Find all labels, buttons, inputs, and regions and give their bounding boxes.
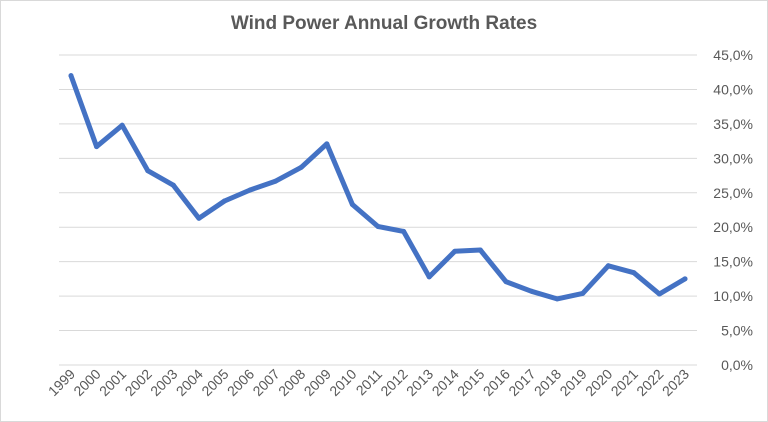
x-tick-label: 2003 (147, 366, 180, 399)
x-tick-label: 2019 (556, 366, 589, 399)
x-tick-label: 2021 (608, 366, 641, 399)
x-tick-label: 2009 (301, 366, 334, 399)
y-axis-ticks: 0,0% 5,0% 10,0% 15,0% 20,0% 25,0% 30,0% 35,0% 40… (713, 47, 753, 373)
x-tick-label: 2007 (249, 366, 282, 399)
y-tick-label: 20,0% (713, 219, 753, 235)
data-point (273, 178, 279, 184)
data-point (426, 274, 432, 280)
data-point (477, 247, 483, 253)
data-point (375, 224, 381, 230)
data-point (631, 270, 637, 276)
data-point (349, 201, 355, 207)
data-point (298, 164, 304, 170)
x-tick-label: 2018 (531, 366, 564, 399)
x-tick-label: 2006 (224, 366, 257, 399)
y-tick-label: 15,0% (713, 254, 753, 270)
data-point (196, 215, 202, 221)
data-point (656, 291, 662, 297)
y-tick-label: 5,0% (721, 323, 753, 339)
data-point (324, 141, 330, 147)
y-tick-label: 30,0% (713, 150, 753, 166)
x-tick-label: 2016 (480, 366, 513, 399)
y-tick-label: 10,0% (713, 288, 753, 304)
x-tick-label: 2011 (353, 366, 386, 399)
data-point (401, 228, 407, 234)
x-tick-label: 2013 (403, 366, 436, 399)
data-point (222, 198, 227, 204)
x-tick-label: 2017 (505, 366, 538, 399)
chart-title: Wind Power Annual Growth Rates (230, 13, 538, 34)
x-tick-label: 2020 (582, 366, 615, 399)
x-tick-label: 2012 (377, 366, 410, 399)
x-tick-label: 2001 (96, 366, 129, 399)
data-point (529, 288, 534, 294)
x-tick-label: 2005 (198, 366, 231, 399)
x-tick-label: 1999 (45, 366, 78, 399)
x-tick-label: 2000 (70, 366, 103, 399)
x-tick-label: 2008 (275, 366, 308, 399)
data-point (554, 296, 560, 302)
y-tick-label: 25,0% (713, 185, 753, 201)
x-tick-label: 2014 (429, 366, 462, 399)
x-axis-ticks: 1999200020012002200320042005200620072008… (45, 366, 692, 399)
x-tick-label: 2023 (659, 366, 692, 399)
data-point (68, 73, 74, 79)
series-line (68, 73, 688, 302)
x-tick-label: 2004 (173, 366, 206, 399)
data-point (682, 276, 688, 282)
data-point (170, 182, 176, 188)
y-tick-label: 45,0% (713, 47, 753, 63)
y-tick-label: 0,0% (721, 357, 753, 373)
data-point (145, 168, 151, 174)
y-tick-label: 35,0% (713, 116, 753, 132)
data-point (452, 248, 458, 254)
gridlines (59, 54, 697, 366)
series-layer (68, 73, 688, 302)
data-point (119, 122, 125, 128)
x-tick-label: 2010 (326, 366, 359, 399)
data-point (94, 144, 100, 150)
x-tick-label: 2015 (454, 366, 487, 399)
data-point (580, 290, 586, 296)
x-tick-label: 2022 (633, 366, 666, 399)
y-tick-label: 40,0% (713, 81, 753, 97)
data-point (605, 263, 611, 269)
data-point (247, 187, 253, 193)
x-tick-label: 2002 (122, 366, 155, 399)
data-point (503, 279, 509, 285)
